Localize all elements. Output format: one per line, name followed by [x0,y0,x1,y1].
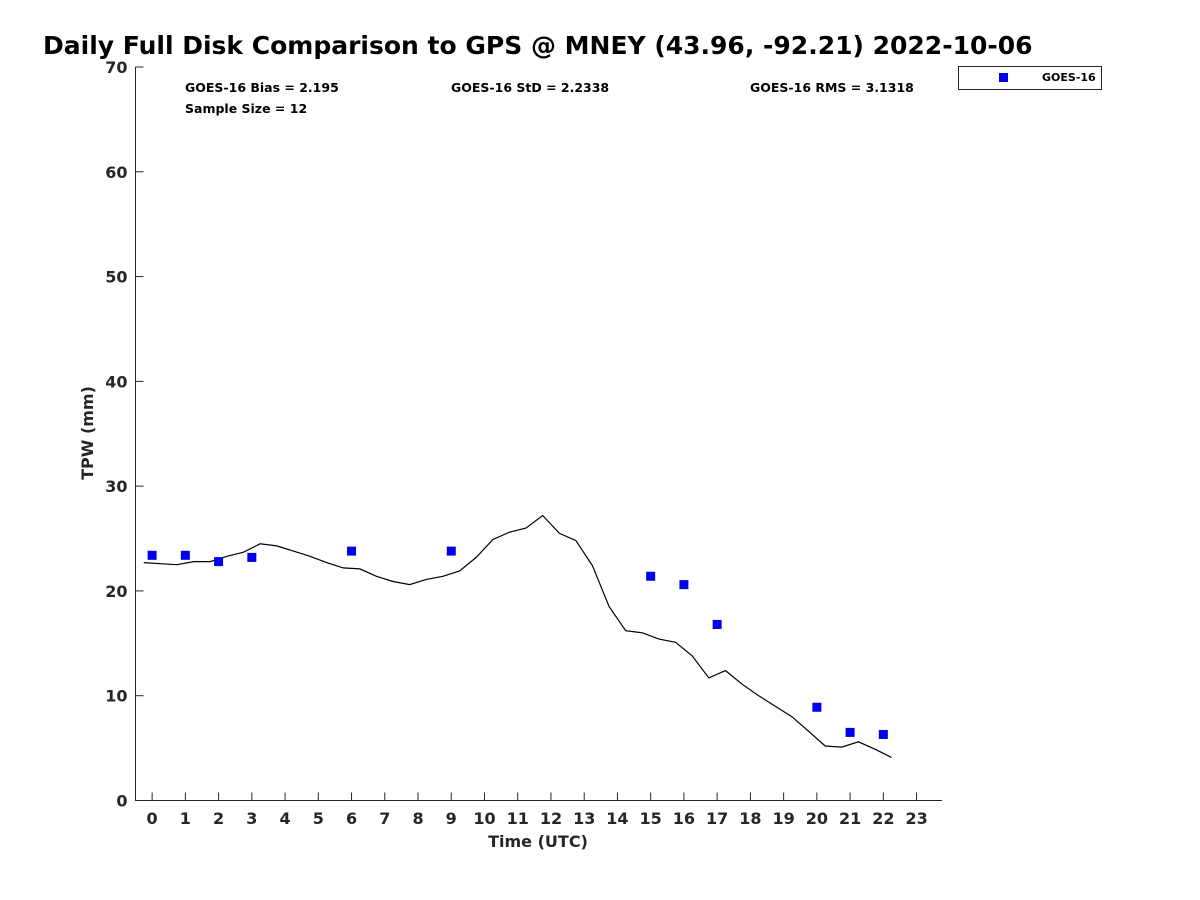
goes16-point [147,550,157,560]
rms-stat: GOES-16 RMS = 3.1318 [750,80,914,95]
y-tick-label: 60 [105,163,127,182]
x-tick-label: 7 [379,809,390,828]
chart-title: Daily Full Disk Comparison to GPS @ MNEY… [43,31,1033,60]
legend: GOES-16 [958,66,1102,90]
x-tick-label: 21 [839,809,861,828]
x-tick-label: 23 [905,809,927,828]
x-tick-label: 12 [540,809,562,828]
x-tick-label: 19 [772,809,794,828]
gps-series-line [143,514,892,759]
legend-box [958,66,1102,90]
x-tick-label: 10 [473,809,495,828]
y-tick-label: 40 [105,372,127,391]
x-tick-label: 15 [640,809,662,828]
x-tick-label: 4 [279,809,290,828]
x-axis-label: Time (UTC) [488,832,588,851]
goes16-point [845,727,855,737]
x-tick-label: 0 [147,809,158,828]
goes16-point [812,702,822,712]
sample-size-stat: Sample Size = 12 [185,101,307,116]
x-tick-label: 2 [213,809,224,828]
goes16-point [347,546,357,556]
x-axis-ticks: 0 1 2 3 4 5 6 7 8 9 10 11 12 13 14 15 16 17 18 19 20 21 22 23 [147,792,928,828]
x-tick-label: 1 [180,809,191,828]
x-tick-label: 17 [706,809,728,828]
goes16-series-points [147,546,888,739]
goes16-point [446,546,456,556]
y-tick-label: 50 [105,268,127,287]
x-tick-label: 3 [246,809,257,828]
goes16-point [646,571,656,581]
y-tick-label: 20 [105,582,127,601]
goes16-point [247,552,257,562]
x-tick-label: 20 [806,809,828,828]
std-stat: GOES-16 StD = 2.2338 [451,80,609,95]
y-tick-label: 0 [116,792,127,811]
x-tick-label: 22 [872,809,894,828]
x-tick-label: 18 [739,809,761,828]
bias-stat: GOES-16 Bias = 2.195 [185,80,339,95]
goes16-point [180,550,190,560]
y-axis-ticks: 0 10 20 30 40 50 60 70 [105,58,144,811]
plot-area [135,67,942,801]
goes16-point [878,729,888,739]
y-tick-label: 10 [105,687,127,706]
x-tick-label: 13 [573,809,595,828]
x-tick-label: 9 [446,809,457,828]
legend-marker-square [999,73,1008,82]
legend-label: GOES-16 [1042,71,1096,84]
x-tick-label: 8 [412,809,423,828]
x-tick-label: 6 [346,809,357,828]
x-tick-label: 14 [606,809,628,828]
x-tick-label: 5 [313,809,324,828]
goes16-point [214,557,224,567]
goes16-point [679,580,689,590]
x-tick-label: 16 [673,809,695,828]
x-tick-label: 11 [507,809,529,828]
goes16-point [712,619,722,629]
y-tick-label: 30 [105,477,127,496]
y-axis-label: TPW (mm) [78,386,97,480]
y-tick-label: 70 [105,58,127,77]
